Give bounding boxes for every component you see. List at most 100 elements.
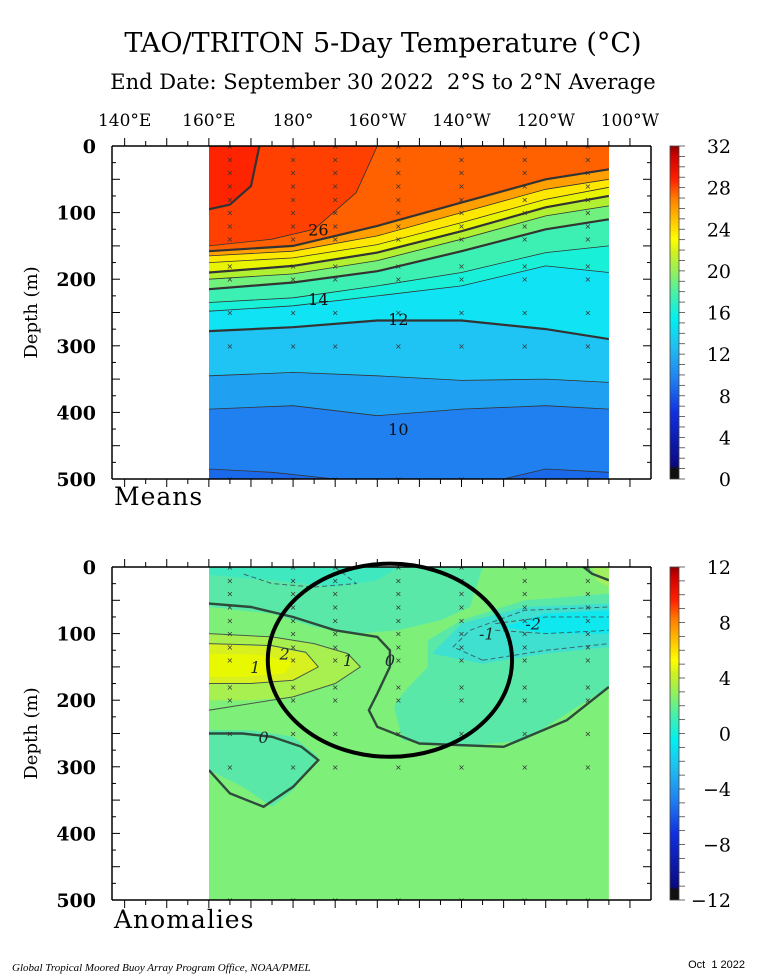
- colorbar-tick-label: −4: [703, 779, 731, 801]
- buoy-sensor-mark: ×: [458, 142, 465, 151]
- buoy-sensor-mark: ×: [584, 342, 591, 351]
- isotherm-line: [209, 194, 609, 274]
- chart-title: TAO/TRITON 5-Day Temperature (°C): [124, 28, 641, 59]
- buoy-sensor-mark: ×: [458, 182, 465, 191]
- buoy-sensor-mark: ×: [395, 763, 402, 772]
- buoy-sensor-mark: ×: [227, 563, 234, 572]
- buoy-sensor-mark: ×: [290, 730, 297, 739]
- buoy-sensor-mark: ×: [521, 342, 528, 351]
- buoy-sensor-mark: ×: [290, 896, 297, 905]
- buoy-sensor-mark: ×: [395, 275, 402, 284]
- buoy-sensor-mark: ×: [521, 656, 528, 665]
- buoy-sensor-mark: ×: [458, 616, 465, 625]
- colorbar-tick-label: 32: [707, 136, 731, 158]
- buoy-sensor-mark: ×: [458, 696, 465, 705]
- buoy-sensor-mark: ×: [290, 182, 297, 191]
- buoy-sensor-mark: ×: [227, 222, 234, 231]
- colorbar-tick-label: 12: [707, 344, 731, 366]
- colorbar: [669, 566, 680, 901]
- buoy-sensor-mark: ×: [227, 342, 234, 351]
- isotherm-line: [209, 319, 609, 341]
- colorbar-tick-label: 0: [719, 724, 731, 746]
- buoy-sensor-mark: ×: [332, 342, 339, 351]
- buoy-sensor-mark: ×: [290, 656, 297, 665]
- buoy-sensor-mark: ×: [290, 169, 297, 178]
- buoy-sensor-mark: ×: [521, 896, 528, 905]
- buoy-sensor-mark: ×: [458, 195, 465, 204]
- buoy-sensor-mark: ×: [584, 155, 591, 164]
- buoy-sensor-mark: ×: [521, 603, 528, 612]
- buoy-sensor-mark: ×: [332, 275, 339, 284]
- buoy-sensor-mark: ×: [332, 683, 339, 692]
- buoy-sensor-mark: ×: [521, 309, 528, 318]
- buoy-sensor-mark: ×: [290, 683, 297, 692]
- buoy-sensor-mark: ×: [227, 275, 234, 284]
- buoy-sensor-mark: ×: [521, 235, 528, 244]
- chart-subtitle: End Date: September 30 2022 2°S to 2°N A…: [110, 70, 655, 94]
- zero-contour: [209, 602, 609, 749]
- colorbar-tick-label: 8: [719, 613, 731, 635]
- buoy-sensor-mark: ×: [584, 576, 591, 585]
- anomaly-field: × × × × × × × × × × × × × × × × × × × × × × × × × × × × × × × × × × × × × × × ×…: [209, 563, 609, 905]
- buoy-sensor-mark: ×: [395, 683, 402, 692]
- buoy-sensor-mark: ×: [332, 896, 339, 905]
- contour-label: 26: [308, 220, 328, 239]
- buoy-sensor-mark: ×: [521, 209, 528, 218]
- buoy-sensor-mark: ×: [584, 209, 591, 218]
- buoy-sensor-mark: ×: [332, 309, 339, 318]
- x-tick-label: 120°W: [517, 111, 576, 131]
- buoy-sensor-mark: ×: [584, 275, 591, 284]
- buoy-sensor-mark: ×: [290, 209, 297, 218]
- buoy-sensor-mark: ×: [458, 656, 465, 665]
- y-tick-label: 0: [83, 557, 96, 579]
- y-tick-label: 400: [56, 402, 96, 424]
- buoy-sensor-mark: ×: [332, 262, 339, 271]
- isotherm-line: [209, 146, 261, 211]
- buoy-sensor-mark: ×: [521, 683, 528, 692]
- buoy-sensor-mark: ×: [521, 730, 528, 739]
- buoy-sensor-mark: ×: [584, 696, 591, 705]
- isotherm-line: [209, 245, 609, 303]
- buoy-sensor-mark: ×: [290, 696, 297, 705]
- buoy-sensor-mark: ×: [332, 576, 339, 585]
- buoy-sensor-mark: ×: [227, 182, 234, 191]
- y-tick-label: 500: [56, 890, 96, 912]
- colorbar-tick-label: 16: [707, 303, 731, 325]
- cool-core-region: [503, 610, 609, 634]
- y-tick-label: 300: [56, 757, 96, 779]
- x-tick-label: 140°W: [432, 111, 491, 131]
- buoy-sensor-mark: ×: [584, 142, 591, 151]
- warm-core-region: [209, 653, 294, 677]
- contour-label: 2: [279, 645, 290, 664]
- buoy-sensor-mark: ×: [227, 576, 234, 585]
- buoy-sensor-mark: ×: [521, 563, 528, 572]
- buoy-sensor-mark: ×: [290, 643, 297, 652]
- buoy-sensor-mark: ×: [332, 630, 339, 639]
- buoy-sensor-mark: ×: [227, 730, 234, 739]
- buoy-sensor-mark: ×: [227, 696, 234, 705]
- buoy-sensor-mark: ×: [521, 182, 528, 191]
- isotherm-line: [209, 218, 609, 291]
- buoy-sensor-mark: ×: [290, 590, 297, 599]
- isotherm-line: [209, 265, 609, 312]
- isotherm-line: [209, 178, 609, 257]
- buoy-sensor-mark: ×: [332, 155, 339, 164]
- buoy-sensor-mark: ×: [584, 563, 591, 572]
- buoy-sensor-mark: ×: [521, 155, 528, 164]
- isotherm-line: [209, 205, 609, 280]
- buoy-sensor-mark: ×: [332, 616, 339, 625]
- y-tick-label: 100: [56, 203, 96, 225]
- buoy-sensor-mark: ×: [227, 475, 234, 484]
- buoy-sensor-mark: ×: [395, 222, 402, 231]
- buoy-sensor-mark: ×: [395, 656, 402, 665]
- y-tick-label: 400: [56, 823, 96, 845]
- buoy-sensor-mark: ×: [332, 209, 339, 218]
- buoy-sensor-mark: ×: [584, 896, 591, 905]
- buoy-sensor-mark: ×: [290, 142, 297, 151]
- x-tick-label: 160°W: [348, 111, 407, 131]
- buoy-sensor-mark: ×: [227, 896, 234, 905]
- panel-label: Means: [114, 482, 203, 511]
- positive-contour: [209, 643, 320, 684]
- contour-label: 12: [388, 310, 408, 329]
- y-tick-label: 300: [56, 336, 96, 358]
